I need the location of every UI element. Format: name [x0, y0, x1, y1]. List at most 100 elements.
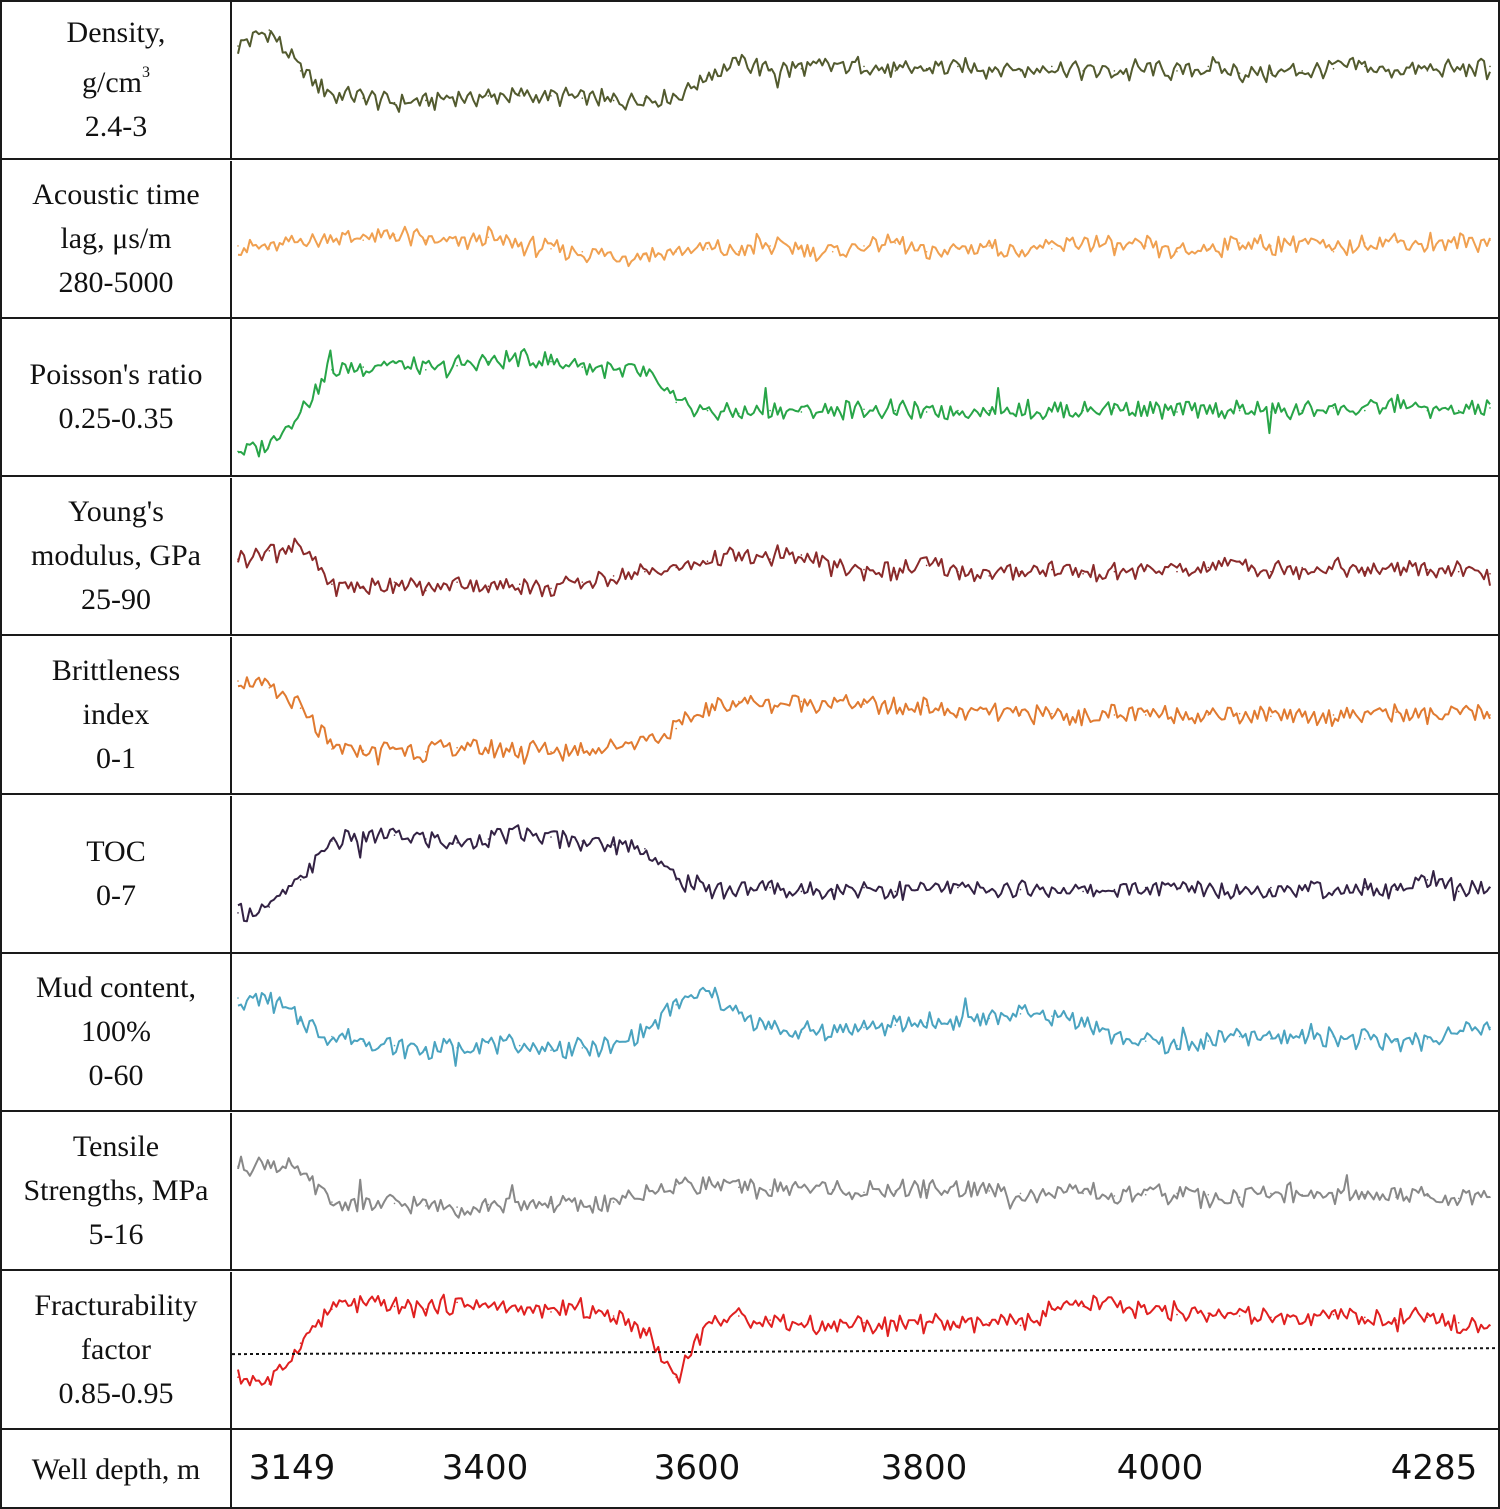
depth-tick-label: 3149: [248, 1448, 336, 1488]
data-point-young-s-modulus: [925, 564, 928, 567]
data-point-fracturability-factor: [393, 1305, 396, 1307]
data-point-mud-content: [988, 1017, 990, 1020]
data-point-mud-content: [1238, 1035, 1241, 1038]
data-point-poisson-s-ratio: [268, 444, 271, 446]
data-point-toc: [1395, 888, 1397, 890]
data-point-young-s-modulus: [1113, 570, 1116, 573]
data-point-young-s-modulus: [612, 575, 615, 577]
data-point-mud-content: [706, 990, 709, 993]
data-point-young-s-modulus: [1395, 566, 1397, 569]
log-row-toc: TOC 0-7: [2, 795, 1498, 954]
track-label-fracturability-factor: Fracturability factor 0.85-0.95: [2, 1271, 232, 1428]
data-point-poisson-s-ratio: [800, 411, 803, 414]
data-point-poisson-s-ratio: [925, 411, 928, 414]
data-point-brittleness-index: [925, 704, 928, 707]
data-point-density: [1457, 67, 1460, 70]
data-point-poisson-s-ratio: [1364, 410, 1366, 412]
data-point-mud-content: [237, 997, 239, 999]
data-point-tensile-strengths: [393, 1202, 396, 1205]
data-point-toc: [393, 833, 396, 836]
threshold-line: [232, 1346, 1498, 1355]
data-point-toc: [1238, 890, 1241, 892]
data-point-acoustic-time-lag: [706, 247, 709, 250]
data-point-toc: [299, 878, 302, 881]
data-point-fracturability-factor: [487, 1305, 490, 1307]
data-point-tensile-strengths: [425, 1204, 427, 1207]
series-line-density: [237, 30, 1491, 113]
data-point-brittleness-index: [957, 713, 959, 716]
data-point-density: [800, 67, 803, 70]
data-point-poisson-s-ratio: [299, 410, 302, 412]
data-point-poisson-s-ratio: [957, 410, 959, 412]
track-label-line: Mud content,: [36, 971, 196, 1005]
data-point-mud-content: [738, 1013, 740, 1015]
data-point-toc: [1082, 890, 1084, 892]
data-point-brittleness-index: [1238, 712, 1241, 715]
data-point-brittleness-index: [1270, 715, 1272, 717]
track-label-line: 0-60: [88, 1059, 144, 1093]
data-point-mud-content: [1332, 1035, 1335, 1038]
data-point-brittleness-index: [1176, 711, 1178, 713]
data-point-density: [237, 45, 239, 47]
data-point-young-s-modulus: [863, 568, 865, 571]
data-point-toc: [268, 905, 271, 908]
data-point-density: [675, 95, 677, 97]
data-point-density: [1051, 65, 1053, 68]
data-point-poisson-s-ratio: [1457, 410, 1460, 412]
data-point-acoustic-time-lag: [1426, 244, 1429, 247]
data-point-mud-content: [925, 1022, 928, 1024]
data-point-mud-content: [1489, 1026, 1491, 1029]
data-point-young-s-modulus: [831, 566, 834, 569]
data-point-poisson-s-ratio: [769, 410, 771, 412]
data-point-fracturability-factor: [1270, 1316, 1272, 1318]
data-point-toc: [237, 911, 239, 914]
data-point-brittleness-index: [268, 686, 271, 689]
data-point-density: [425, 99, 427, 102]
track-label-acoustic-time-lag: Acoustic time lag, μs/m 280-5000: [2, 160, 232, 317]
data-point-fracturability-factor: [1082, 1305, 1084, 1307]
data-point-toc: [612, 843, 615, 846]
data-point-tensile-strengths: [1113, 1195, 1116, 1197]
data-point-tensile-strengths: [612, 1201, 615, 1203]
data-point-fracturability-factor: [644, 1328, 646, 1330]
track-label-line: modulus, GPa: [30, 539, 201, 573]
log-row-brittleness-index: Brittleness index 0-1: [2, 636, 1498, 795]
data-point-fracturability-factor: [1051, 1307, 1053, 1310]
data-point-mud-content: [675, 1004, 677, 1006]
data-point-toc: [738, 888, 740, 890]
data-point-acoustic-time-lag: [769, 244, 771, 247]
data-point-poisson-s-ratio: [362, 366, 364, 369]
data-point-young-s-modulus: [957, 570, 959, 573]
data-point-poisson-s-ratio: [1051, 411, 1053, 414]
data-point-acoustic-time-lag: [1395, 239, 1397, 241]
data-point-poisson-s-ratio: [738, 412, 740, 415]
data-point-brittleness-index: [1301, 713, 1303, 716]
data-point-acoustic-time-lag: [988, 244, 990, 247]
data-point-young-s-modulus: [1176, 570, 1178, 573]
data-point-density: [362, 97, 364, 99]
data-point-density: [1489, 65, 1491, 68]
data-point-brittleness-index: [1489, 713, 1491, 716]
data-point-tensile-strengths: [299, 1171, 302, 1174]
data-point-density: [706, 74, 709, 77]
data-point-mud-content: [612, 1044, 615, 1047]
data-point-acoustic-time-lag: [237, 244, 239, 247]
data-point-density: [988, 67, 990, 70]
track-plot-mud-content: [232, 954, 1498, 1110]
data-point-fracturability-factor: [706, 1321, 709, 1324]
data-point-fracturability-factor: [550, 1310, 552, 1313]
data-point-young-s-modulus: [894, 570, 897, 573]
data-point-tensile-strengths: [1332, 1195, 1335, 1197]
data-point-toc: [456, 841, 458, 844]
data-point-density: [581, 97, 584, 99]
track-label-line: index: [82, 697, 150, 731]
data-point-poisson-s-ratio: [1270, 411, 1272, 414]
data-point-acoustic-time-lag: [362, 239, 364, 241]
data-point-mud-content: [456, 1047, 458, 1049]
data-point-young-s-modulus: [1144, 568, 1147, 571]
data-point-density: [299, 70, 302, 72]
data-point-tensile-strengths: [1019, 1192, 1022, 1195]
data-point-density: [925, 67, 928, 70]
data-point-young-s-modulus: [1082, 573, 1084, 575]
